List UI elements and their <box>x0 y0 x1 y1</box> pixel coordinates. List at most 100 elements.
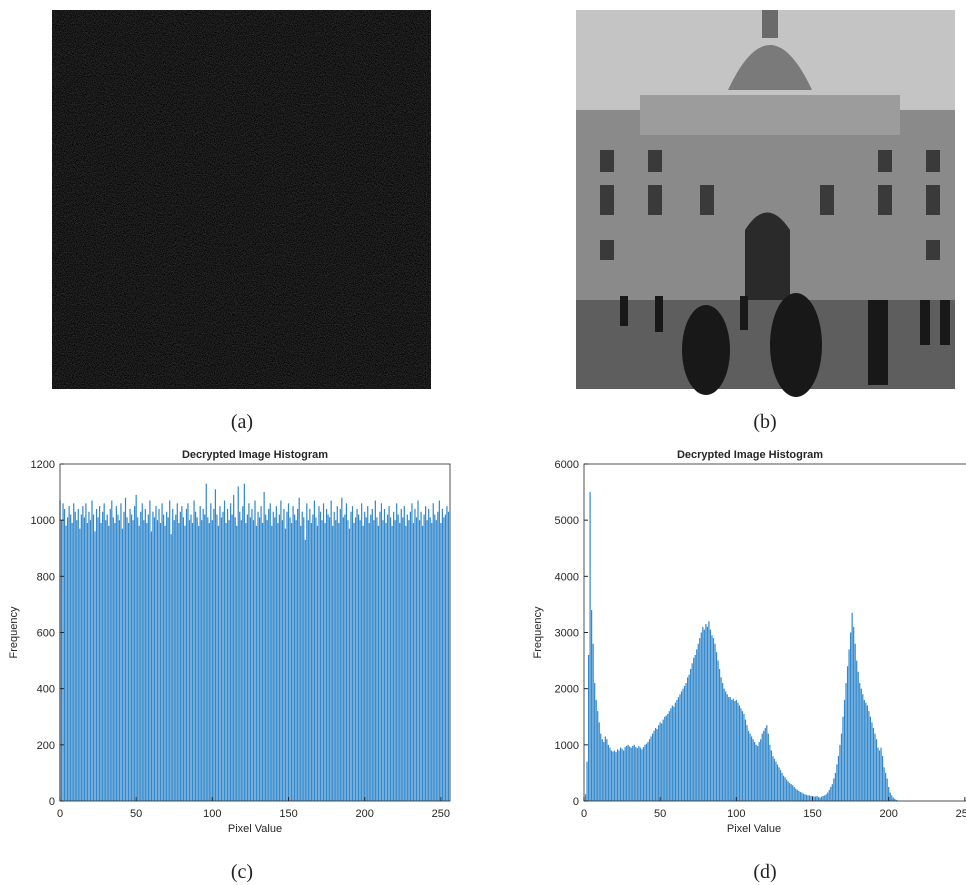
bar <box>295 520 297 801</box>
bar <box>749 733 751 801</box>
y-tick-label: 6000 <box>555 459 579 471</box>
bar <box>138 525 140 801</box>
bar <box>193 500 195 801</box>
bar <box>671 705 673 801</box>
bar <box>589 492 591 801</box>
bar <box>178 522 180 801</box>
bar <box>441 508 443 801</box>
bar <box>856 660 858 801</box>
bar <box>396 503 398 801</box>
bar <box>426 520 428 801</box>
bar <box>73 503 75 801</box>
bar <box>202 508 204 801</box>
bar <box>420 511 422 801</box>
bar <box>190 514 192 801</box>
bar <box>816 795 818 801</box>
bar <box>621 748 623 801</box>
bar <box>316 525 319 801</box>
y-tick-label: 1000 <box>555 740 579 752</box>
x-tick-label: 0 <box>581 808 587 820</box>
bar <box>659 722 661 801</box>
bar <box>814 796 817 801</box>
bar <box>85 503 87 801</box>
bar <box>851 612 853 801</box>
bar <box>432 503 434 801</box>
bar <box>647 742 649 801</box>
bar <box>865 702 867 801</box>
bar <box>711 635 713 801</box>
bar <box>421 525 424 801</box>
bar <box>411 503 413 801</box>
bar <box>776 764 779 801</box>
bar <box>760 739 762 801</box>
histogram-chart: 0 1000 2000 3000 4000 5000 6000 0 50 100 150 200 250… <box>532 449 966 883</box>
bar <box>179 511 181 801</box>
bar <box>277 522 279 801</box>
bar <box>307 520 309 801</box>
bar <box>126 517 128 801</box>
x-tick-label: 100 <box>727 808 745 820</box>
bar <box>201 520 203 801</box>
bar <box>863 699 865 801</box>
y-tick-label: 0 <box>49 796 55 808</box>
bar <box>775 761 777 801</box>
bar <box>304 539 306 801</box>
bar <box>686 677 689 801</box>
x-tick-label: 0 <box>57 808 63 820</box>
bar <box>345 503 348 801</box>
bar <box>833 778 835 801</box>
bar <box>839 744 841 801</box>
bar <box>874 733 876 801</box>
y-tick-label: 800 <box>37 571 55 583</box>
bar <box>638 745 640 801</box>
bar <box>834 772 836 801</box>
bar <box>818 797 820 801</box>
bar <box>403 506 405 801</box>
bar <box>848 649 850 801</box>
bar <box>91 500 93 801</box>
bar <box>217 525 220 801</box>
bar <box>121 528 124 801</box>
chart-title: Decrypted Image Histogram <box>182 449 328 461</box>
bar <box>149 500 151 801</box>
bar <box>837 756 840 801</box>
bar <box>747 730 750 801</box>
bar <box>752 739 754 801</box>
bar <box>428 508 430 801</box>
bar <box>440 522 442 801</box>
bar <box>405 525 407 801</box>
y-tick-label: 200 <box>37 740 55 752</box>
bar <box>725 691 727 801</box>
bar <box>275 506 277 801</box>
bar <box>429 517 431 801</box>
bar <box>123 511 125 801</box>
bar <box>356 508 358 801</box>
bar <box>287 503 290 801</box>
bar <box>199 506 201 801</box>
bar <box>394 520 396 801</box>
bar <box>653 730 655 801</box>
bar <box>735 699 737 801</box>
bar <box>361 503 363 801</box>
bar <box>618 750 620 801</box>
bar <box>135 494 137 801</box>
bar <box>754 742 756 801</box>
bar <box>141 503 143 801</box>
bar <box>607 744 609 801</box>
bar <box>222 511 224 801</box>
bar <box>726 694 728 801</box>
bar <box>379 511 381 801</box>
bar <box>391 525 393 801</box>
bar <box>592 643 594 801</box>
bar <box>824 795 826 801</box>
bar <box>289 517 291 801</box>
bar <box>208 522 210 801</box>
bar <box>290 522 293 801</box>
bar <box>335 520 337 801</box>
bar <box>312 514 314 801</box>
bar <box>600 733 602 801</box>
bar <box>769 744 771 801</box>
bar <box>688 674 690 801</box>
bar <box>712 638 715 801</box>
bar <box>796 789 798 801</box>
